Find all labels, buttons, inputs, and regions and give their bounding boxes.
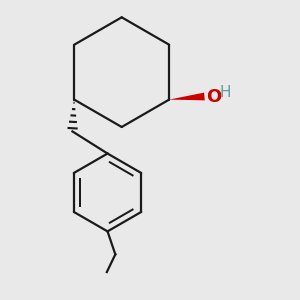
Text: H: H — [219, 85, 231, 100]
Polygon shape — [169, 93, 205, 101]
Text: O: O — [206, 88, 221, 106]
